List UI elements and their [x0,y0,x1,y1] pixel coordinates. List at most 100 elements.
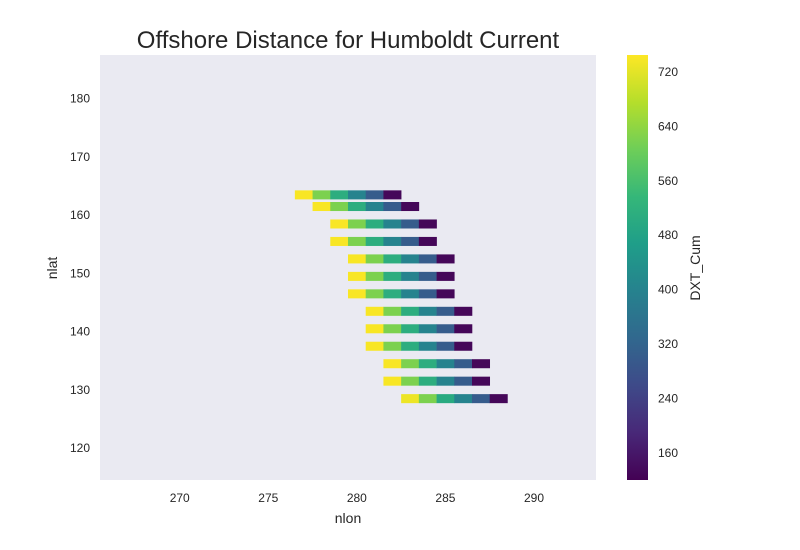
heatmap-cell [436,341,455,351]
heatmap-cell [454,306,473,316]
heatmap-cell [436,394,455,404]
heatmap-cell [312,190,331,200]
heatmap-cell [330,202,349,212]
colorbar-label: DXT_Cum [687,235,703,300]
heatmap-cell [401,306,420,316]
colorbar [627,55,648,480]
heatmap-cell [401,202,420,212]
heatmap-cell [383,324,402,334]
y-tick-label: 170 [70,150,90,164]
heatmap-cell [472,394,491,404]
heatmap-cell [348,236,367,246]
heatmap-cell [418,341,437,351]
heatmap-cell [436,254,455,264]
colorbar-tick-label: 720 [658,65,678,79]
colorbar-ticks: 160 240 320 400 480 560 640 720 [658,65,678,460]
x-axis-ticks: 270 275 280 285 290 [170,491,545,505]
heatmap-cell [436,359,455,369]
heatmap-cell [294,190,313,200]
heatmap-cell [348,219,367,229]
heatmap-cell [454,324,473,334]
heatmap-cell [348,190,367,200]
heatmap-cell [401,236,420,246]
heatmap-cell [418,236,437,246]
colorbar-tick-label: 400 [658,283,678,297]
y-tick-label: 180 [70,92,90,106]
heatmap-cell [365,236,384,246]
heatmap-cell [418,394,437,404]
heatmap-cell [330,219,349,229]
heatmap-cell [383,190,402,200]
heatmap-cell [401,254,420,264]
heatmap-cell [365,219,384,229]
chart-title: Offshore Distance for Humboldt Current [137,27,560,54]
heatmap-cell [418,376,437,386]
y-tick-label: 120 [70,441,90,455]
heatmap-cell [418,324,437,334]
heatmap-cell [401,376,420,386]
heatmap-cell [401,394,420,404]
heatmap-cell [383,289,402,299]
heatmap-cell [383,254,402,264]
heatmap-cells [294,190,508,404]
heatmap-cell [383,376,402,386]
x-tick-label: 275 [258,491,278,505]
heatmap-cell [365,190,384,200]
heatmap-cell [489,394,508,404]
heatmap-cell [436,289,455,299]
heatmap-cell [330,236,349,246]
y-tick-label: 160 [70,208,90,222]
heatmap-cell [312,202,331,212]
heatmap-cell [472,359,491,369]
heatmap-cell [454,359,473,369]
heatmap-cell [401,271,420,281]
colorbar-tick-label: 560 [658,174,678,188]
heatmap-cell [348,254,367,264]
heatmap-cell [365,341,384,351]
y-axis-ticks: 120 130 140 150 160 170 180 [70,92,90,455]
x-tick-label: 270 [170,491,190,505]
heatmap-cell [418,271,437,281]
colorbar-tick-label: 640 [658,119,678,133]
heatmap-cell [365,254,384,264]
plot-area [100,55,596,480]
heatmap-cell [365,324,384,334]
y-tick-label: 150 [70,266,90,280]
heatmap-cell [454,341,473,351]
heatmap-cell [383,341,402,351]
heatmap-cell [418,359,437,369]
heatmap-cell [418,254,437,264]
heatmap-cell [418,289,437,299]
heatmap-cell [436,376,455,386]
heatmap-cell [330,190,349,200]
y-tick-label: 140 [70,325,90,339]
heatmap-cell [401,219,420,229]
heatmap-cell [383,271,402,281]
colorbar-tick-label: 160 [658,446,678,460]
heatmap-cell [418,219,437,229]
heatmap-cell [472,376,491,386]
heatmap-cell [454,394,473,404]
heatmap-cell [436,306,455,316]
colorbar-tick-label: 240 [658,391,678,405]
heatmap-cell [365,271,384,281]
heatmap-cell [383,306,402,316]
heatmap-cell [348,271,367,281]
heatmap-cell [365,306,384,316]
y-tick-label: 130 [70,383,90,397]
heatmap-cell [348,202,367,212]
heatmap-cell [418,306,437,316]
heatmap-cell [401,289,420,299]
heatmap-cell [383,219,402,229]
heatmap-cell [383,202,402,212]
heatmap-cell [365,202,384,212]
x-tick-label: 290 [524,491,544,505]
x-tick-label: 280 [347,491,367,505]
heatmap-cell [401,324,420,334]
heatmap-cell [365,289,384,299]
x-axis-label: nlon [335,510,361,526]
heatmap-cell [401,359,420,369]
heatmap-cell [348,289,367,299]
heatmap-cell [454,376,473,386]
